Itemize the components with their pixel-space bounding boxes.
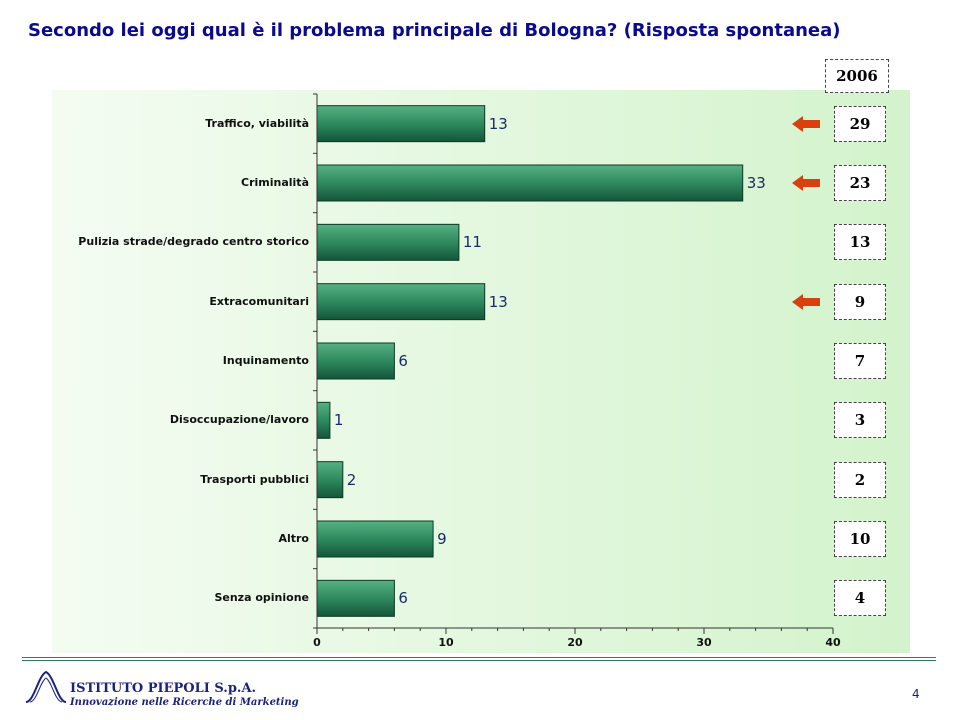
data-label: 33 xyxy=(746,174,766,192)
comparison-value: 2 xyxy=(834,461,886,498)
data-label: 1 xyxy=(333,411,344,430)
bar xyxy=(316,461,344,499)
left-arrow-icon xyxy=(792,175,820,191)
bar xyxy=(316,520,434,558)
left-arrow-icon xyxy=(792,115,820,132)
data-label: 13 xyxy=(488,292,508,311)
category-label: Disoccupazione/lavoro xyxy=(169,413,309,427)
data-label: 13 xyxy=(488,114,508,133)
category-label: Traffico, viabilità xyxy=(205,116,309,130)
bar xyxy=(316,164,744,202)
category-label: Extracomunitari xyxy=(209,294,309,308)
comparison-value: 7 xyxy=(834,343,886,379)
comparison-value: 9 xyxy=(834,283,886,320)
data-label: 6 xyxy=(398,589,408,608)
left-arrow-icon xyxy=(792,293,820,310)
comparison-value: 10 xyxy=(834,521,886,557)
bar xyxy=(316,283,486,321)
x-tick-label: 40 xyxy=(825,636,841,649)
comparison-value: 4 xyxy=(834,580,886,617)
company-name: ISTITUTO PIEPOLI S.p.A. xyxy=(70,681,257,696)
footer-divider-green xyxy=(22,660,936,661)
comparison-value: 29 xyxy=(834,105,886,142)
bar xyxy=(316,401,331,439)
x-tick-label: 20 xyxy=(567,636,583,649)
category-label: Senza opinione xyxy=(214,591,309,605)
data-label: 2 xyxy=(346,470,357,489)
data-label: 6 xyxy=(398,352,408,370)
bar xyxy=(316,342,395,380)
comparison-value: 13 xyxy=(834,224,886,261)
category-label: Criminalità xyxy=(241,176,309,189)
category-label: Pulizia strade/degrado centro storico xyxy=(78,235,309,249)
company-tagline: Innovazione nelle Ricerche di Marketing xyxy=(70,697,299,708)
x-tick-label: 30 xyxy=(696,636,712,649)
page-number: 4 xyxy=(912,687,920,701)
footer-divider xyxy=(22,657,936,658)
category-label: Inquinamento xyxy=(222,354,309,367)
bar xyxy=(316,579,395,617)
comparison-value: 3 xyxy=(834,402,886,439)
comparison-value: 23 xyxy=(834,165,886,201)
bar xyxy=(316,105,486,143)
x-tick-label: 0 xyxy=(313,636,321,649)
bar xyxy=(316,223,460,261)
comparison-header: 2006 xyxy=(825,59,889,93)
chart-title: Secondo lei oggi qual è il problema prin… xyxy=(28,20,841,41)
logo-icon xyxy=(25,670,67,703)
x-tick-label: 10 xyxy=(438,636,454,649)
data-label: 11 xyxy=(462,233,482,252)
category-label: Altro xyxy=(278,532,309,545)
data-label: 9 xyxy=(437,530,447,548)
category-label: Trasporti pubblici xyxy=(200,472,309,486)
